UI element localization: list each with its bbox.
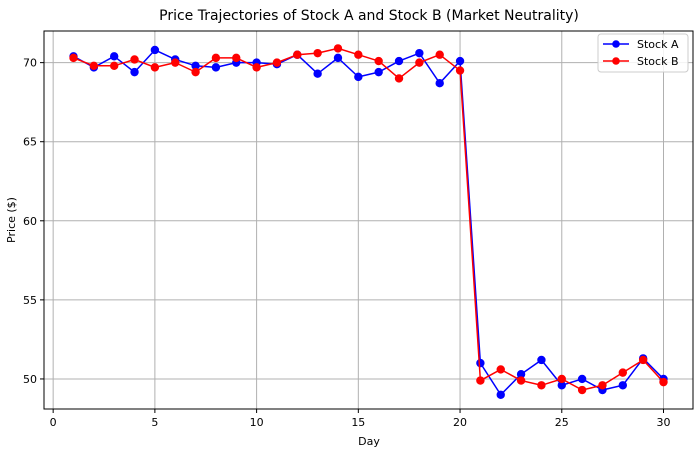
y-axis-label: Price ($) bbox=[5, 197, 18, 243]
x-tick-label: 30 bbox=[657, 416, 671, 429]
data-point-stock-b bbox=[374, 56, 383, 66]
data-point-stock-a bbox=[618, 381, 628, 390]
data-point-stock-b bbox=[109, 61, 119, 70]
data-point-stock-a bbox=[435, 78, 444, 88]
x-tick-label: 0 bbox=[50, 416, 57, 429]
y-tick-label: 55 bbox=[23, 294, 37, 307]
data-point-stock-b bbox=[557, 374, 566, 384]
grid bbox=[44, 31, 693, 409]
data-point-stock-b bbox=[313, 48, 322, 58]
data-point-stock-b bbox=[516, 376, 526, 385]
y-tick-label: 50 bbox=[23, 373, 37, 386]
data-point-stock-b bbox=[354, 50, 363, 59]
data-point-stock-b bbox=[598, 381, 607, 390]
chart-title: Price Trajectories of Stock A and Stock … bbox=[159, 8, 579, 24]
x-tick-label: 5 bbox=[151, 416, 158, 429]
series-stock-b bbox=[69, 44, 668, 395]
x-axis-label: Day bbox=[358, 435, 380, 448]
data-point-stock-a bbox=[150, 45, 160, 55]
data-point-stock-b bbox=[333, 44, 343, 53]
legend: Stock A Stock B bbox=[597, 33, 689, 73]
legend-label-stock-a: Stock A bbox=[637, 38, 679, 51]
data-point-stock-b bbox=[455, 66, 465, 75]
data-point-stock-a bbox=[455, 56, 465, 66]
data-point-stock-b bbox=[537, 381, 546, 390]
data-point-stock-a bbox=[354, 72, 363, 82]
x-tick-label: 25 bbox=[555, 416, 569, 429]
data-point-stock-a bbox=[394, 56, 404, 66]
data-point-stock-a bbox=[577, 374, 587, 384]
data-point-stock-b bbox=[394, 74, 404, 83]
data-point-stock-b bbox=[659, 377, 668, 387]
data-point-stock-a bbox=[211, 63, 221, 72]
data-point-stock-b bbox=[577, 385, 587, 395]
data-point-stock-b bbox=[150, 63, 160, 72]
legend-marker-stock-b bbox=[612, 57, 620, 65]
plot-frame bbox=[43, 30, 694, 410]
data-point-stock-a bbox=[496, 390, 505, 399]
y-tick-label: 60 bbox=[23, 215, 37, 228]
data-point-stock-b bbox=[293, 50, 302, 59]
data-point-stock-b bbox=[69, 53, 78, 63]
data-point-stock-b bbox=[272, 58, 282, 67]
y-tick-label: 65 bbox=[23, 136, 37, 149]
data-point-stock-b bbox=[252, 63, 261, 72]
data-point-stock-a bbox=[313, 69, 322, 78]
x-tick-label: 20 bbox=[453, 416, 467, 429]
data-point-stock-b bbox=[476, 376, 485, 385]
ticks: 0 5 10 15 20 25 30 50 55 60 65 70 bbox=[23, 57, 671, 429]
data-point-stock-a bbox=[130, 67, 139, 77]
data-point-stock-b bbox=[415, 58, 424, 67]
x-tick-label: 15 bbox=[351, 416, 365, 429]
y-tick-label: 70 bbox=[23, 57, 37, 70]
data-point-stock-a bbox=[333, 53, 343, 63]
data-point-stock-b bbox=[130, 55, 139, 64]
data-point-stock-b bbox=[638, 355, 648, 365]
data-point-stock-a bbox=[537, 355, 546, 365]
data-point-stock-b bbox=[89, 61, 99, 70]
data-point-stock-b bbox=[171, 58, 180, 67]
data-point-stock-b bbox=[496, 365, 505, 374]
data-point-stock-a bbox=[476, 358, 485, 368]
data-point-stock-b bbox=[211, 53, 221, 63]
x-tick-label: 10 bbox=[250, 416, 264, 429]
data-point-stock-a bbox=[374, 67, 383, 77]
data-point-stock-b bbox=[435, 50, 444, 59]
data-point-stock-a bbox=[109, 52, 119, 61]
series-group bbox=[69, 44, 668, 399]
data-point-stock-b bbox=[232, 53, 241, 63]
legend-marker-stock-a bbox=[612, 40, 620, 48]
data-point-stock-a bbox=[415, 48, 424, 58]
data-point-stock-b bbox=[618, 368, 628, 377]
data-point-stock-b bbox=[191, 67, 200, 77]
legend-label-stock-b: Stock B bbox=[637, 55, 679, 68]
